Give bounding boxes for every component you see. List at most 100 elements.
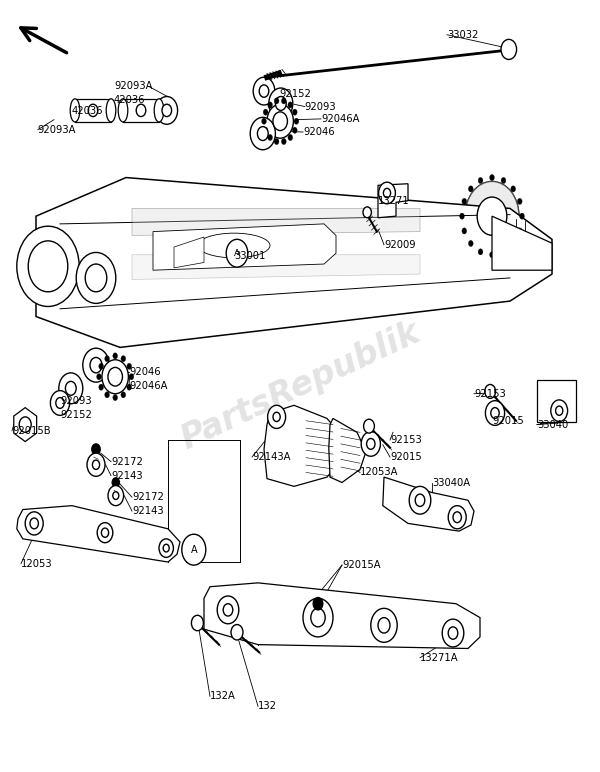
Circle shape bbox=[268, 102, 272, 108]
Polygon shape bbox=[383, 477, 474, 531]
Circle shape bbox=[268, 134, 272, 141]
Polygon shape bbox=[264, 405, 342, 486]
Circle shape bbox=[25, 512, 43, 535]
Text: 33032: 33032 bbox=[447, 30, 478, 39]
Circle shape bbox=[163, 544, 169, 552]
Circle shape bbox=[92, 460, 100, 469]
Circle shape bbox=[113, 353, 118, 359]
Circle shape bbox=[90, 357, 102, 373]
Circle shape bbox=[263, 109, 268, 115]
Circle shape bbox=[263, 127, 268, 134]
Text: 92172: 92172 bbox=[111, 457, 143, 466]
Text: A: A bbox=[234, 249, 240, 258]
Circle shape bbox=[460, 213, 464, 219]
Circle shape bbox=[223, 604, 233, 616]
Ellipse shape bbox=[106, 99, 116, 122]
Circle shape bbox=[477, 197, 507, 235]
Bar bbox=[75, 99, 111, 122]
Circle shape bbox=[517, 198, 522, 205]
Circle shape bbox=[56, 398, 64, 408]
Circle shape bbox=[371, 608, 397, 642]
Circle shape bbox=[129, 374, 134, 380]
Circle shape bbox=[102, 360, 128, 394]
Circle shape bbox=[226, 239, 248, 267]
Circle shape bbox=[97, 374, 101, 380]
Circle shape bbox=[501, 39, 517, 59]
Ellipse shape bbox=[198, 233, 270, 258]
Circle shape bbox=[99, 364, 104, 370]
Circle shape bbox=[250, 117, 275, 150]
Circle shape bbox=[253, 77, 275, 105]
Circle shape bbox=[275, 96, 286, 110]
Text: 92093: 92093 bbox=[60, 397, 92, 406]
Text: 92046A: 92046A bbox=[321, 114, 359, 124]
Circle shape bbox=[19, 417, 31, 432]
Text: 92015: 92015 bbox=[492, 416, 524, 425]
Text: 92152: 92152 bbox=[279, 90, 311, 99]
Circle shape bbox=[88, 104, 98, 117]
Text: PartsRepublik: PartsRepublik bbox=[175, 316, 425, 456]
Text: 92143: 92143 bbox=[111, 471, 143, 480]
Circle shape bbox=[156, 96, 178, 124]
Circle shape bbox=[478, 249, 483, 255]
Circle shape bbox=[479, 198, 505, 233]
Circle shape bbox=[267, 104, 293, 138]
Polygon shape bbox=[17, 506, 180, 562]
Circle shape bbox=[99, 384, 104, 391]
Circle shape bbox=[113, 394, 118, 401]
Text: 92046A: 92046A bbox=[129, 381, 167, 391]
Polygon shape bbox=[329, 418, 366, 482]
Polygon shape bbox=[132, 255, 420, 279]
Circle shape bbox=[108, 486, 124, 506]
Text: 92015B: 92015B bbox=[12, 426, 50, 435]
Circle shape bbox=[112, 478, 119, 487]
Circle shape bbox=[162, 104, 172, 117]
Bar bbox=[537, 380, 576, 422]
Circle shape bbox=[92, 444, 100, 455]
Ellipse shape bbox=[118, 99, 128, 122]
Circle shape bbox=[448, 627, 458, 639]
Text: 33040: 33040 bbox=[537, 420, 568, 429]
Circle shape bbox=[262, 118, 266, 124]
Circle shape bbox=[113, 492, 119, 499]
Circle shape bbox=[268, 405, 286, 428]
Polygon shape bbox=[132, 208, 420, 235]
Circle shape bbox=[231, 625, 243, 640]
Circle shape bbox=[17, 226, 79, 306]
Circle shape bbox=[159, 539, 173, 557]
Circle shape bbox=[462, 198, 467, 205]
Text: 92143: 92143 bbox=[132, 506, 164, 516]
Circle shape bbox=[259, 85, 269, 97]
Circle shape bbox=[520, 213, 524, 219]
Bar bbox=[123, 99, 159, 122]
Text: 132: 132 bbox=[258, 702, 277, 711]
Circle shape bbox=[367, 438, 375, 449]
Circle shape bbox=[292, 127, 297, 134]
Circle shape bbox=[409, 486, 431, 514]
Circle shape bbox=[273, 112, 287, 130]
Circle shape bbox=[292, 109, 297, 115]
Circle shape bbox=[65, 381, 76, 395]
Text: 13271A: 13271A bbox=[420, 653, 458, 662]
Circle shape bbox=[59, 373, 83, 404]
Circle shape bbox=[490, 252, 494, 258]
Circle shape bbox=[478, 178, 483, 184]
Text: 132A: 132A bbox=[210, 692, 236, 701]
Circle shape bbox=[136, 104, 146, 117]
Circle shape bbox=[105, 356, 110, 362]
Text: 92015: 92015 bbox=[390, 452, 422, 462]
Circle shape bbox=[288, 102, 293, 108]
Circle shape bbox=[442, 619, 464, 647]
Text: 12053: 12053 bbox=[21, 559, 53, 568]
Circle shape bbox=[378, 618, 390, 633]
Polygon shape bbox=[153, 224, 336, 270]
Text: 92093A: 92093A bbox=[114, 82, 152, 91]
Circle shape bbox=[485, 401, 505, 425]
Circle shape bbox=[485, 384, 496, 398]
Circle shape bbox=[469, 240, 473, 246]
Circle shape bbox=[217, 596, 239, 624]
Text: 92172: 92172 bbox=[132, 493, 164, 502]
Circle shape bbox=[273, 412, 280, 422]
Circle shape bbox=[517, 228, 522, 234]
Circle shape bbox=[490, 174, 494, 181]
